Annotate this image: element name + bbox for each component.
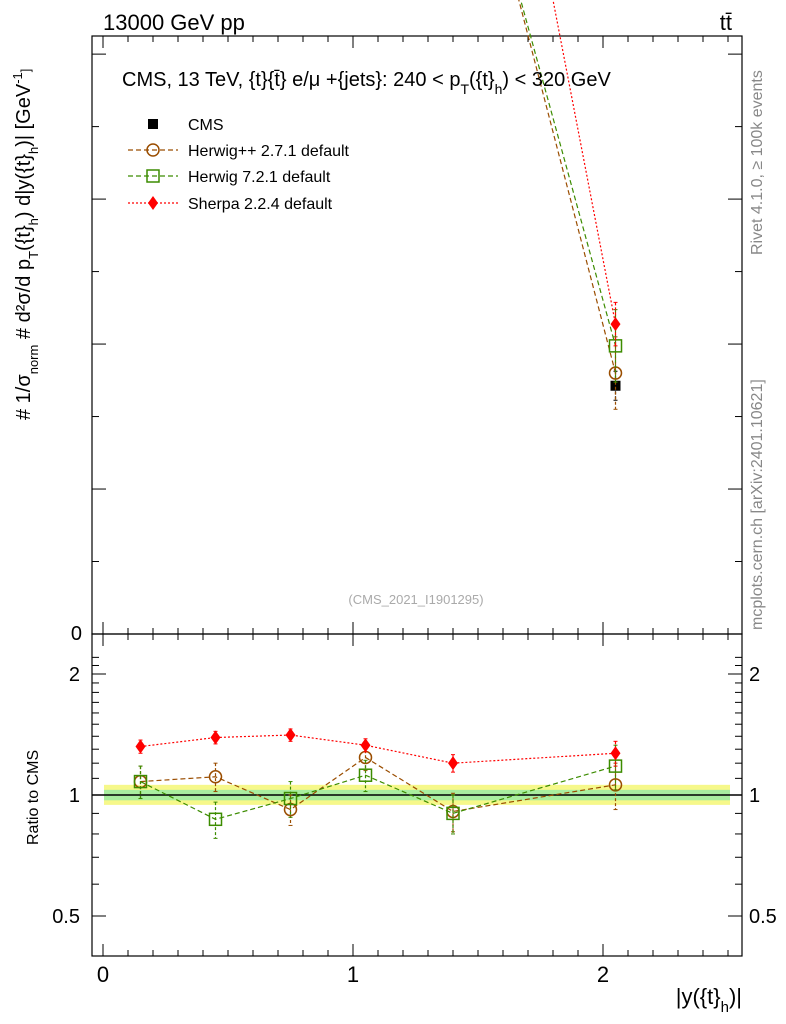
ratio-y-tick-label-right: 1 xyxy=(749,785,760,807)
data-point xyxy=(610,317,621,332)
data-point xyxy=(283,791,298,806)
data-point xyxy=(610,746,621,761)
y-axis-label-part: T xyxy=(26,251,41,259)
ratio-plot-panel: 0 1 2 0.5 0.5 1 1 2 2 Ratio to CMS |y({t}h)| xyxy=(25,633,777,1016)
data-point xyxy=(448,756,458,771)
x-tick-label: 1 xyxy=(347,962,359,987)
data-point xyxy=(133,774,148,789)
data-point xyxy=(285,728,296,743)
legend-marker xyxy=(146,169,160,183)
ratio-y-tick-label: 1 xyxy=(69,785,80,807)
legend-label: Herwig++ 2.7.1 default xyxy=(188,143,350,160)
y-axis-label-part: ) d|y({t} xyxy=(13,154,35,218)
plot-title-part: ({t} xyxy=(469,69,495,91)
y-axis-label-part: norm xyxy=(26,345,41,375)
plot-title-part: T xyxy=(460,81,469,97)
series-line-1 xyxy=(140,765,616,820)
x-axis-label: |y({t}h)| xyxy=(676,984,742,1016)
y-axis-label-part: )| [GeV xyxy=(13,83,35,147)
y-axis-label-part: h xyxy=(26,147,41,154)
data-point xyxy=(208,812,223,827)
main-plot-panel: 0.00020.00040.00060.00080.0010.00120.001… xyxy=(10,0,743,645)
legend-label: Sherpa 2.2.4 default xyxy=(188,196,333,213)
x-tick-label: 2 xyxy=(597,962,609,987)
ratio-y-tick-label: 2 xyxy=(69,664,80,686)
rivet-label: Rivet 4.1.0, ≥ 100k events xyxy=(749,70,766,255)
x-tick-label: 0 xyxy=(97,962,109,987)
x-axis-label-part: h xyxy=(721,999,729,1016)
legend-marker xyxy=(146,143,160,157)
data-point xyxy=(360,738,371,753)
series-line-0 xyxy=(140,756,616,813)
data-point xyxy=(358,768,373,782)
plot-title-part: ) < 320 GeV xyxy=(502,69,611,91)
y-axis-label-part: h xyxy=(26,218,41,225)
y-axis-label-part: # xyxy=(13,322,35,344)
legend-label: Herwig 7.2.1 default xyxy=(188,169,331,186)
energy-label: 13000 GeV pp xyxy=(103,10,245,35)
series-line-1 xyxy=(518,0,617,374)
legend-marker xyxy=(148,119,158,129)
plot-title-part: h xyxy=(495,81,503,97)
data-point xyxy=(210,730,221,745)
y-axis-label: # 1/σnorm # d²σ/d pT({t}h) d|y({t}h)| [G… xyxy=(10,69,41,420)
plot-title-part: CMS, 13 TeV, {t}{t̄} e/μ +{jets}: 240 < … xyxy=(122,69,460,91)
mcplots-label: mcplots.cern.ch [arXiv:2401.10621] xyxy=(749,379,766,630)
y-axis-label-part: d²σ/d p xyxy=(13,259,35,323)
data-point xyxy=(608,778,623,792)
legend-label: CMS xyxy=(188,117,224,134)
x-axis-label-part: )| xyxy=(729,984,742,1009)
data-point xyxy=(208,770,223,784)
data-point xyxy=(610,380,621,391)
y-axis-label-part: ] xyxy=(18,69,33,73)
x-axis-label-part: |y({t} xyxy=(676,984,721,1009)
y-axis-label-part: # xyxy=(13,403,35,420)
ratio-y-tick-label-right: 0.5 xyxy=(749,906,777,928)
ratio-y-axis-label: Ratio to CMS xyxy=(25,750,42,845)
y-tick-label-zero: 0 xyxy=(71,623,82,645)
y-axis-label-part: ({t} xyxy=(13,225,35,251)
data-point xyxy=(446,806,460,821)
series-line-3 xyxy=(552,0,617,325)
y-axis-label-part: -1 xyxy=(10,72,25,84)
plot-title: CMS, 13 TeV, {t}{t̄} e/μ +{jets}: 240 < … xyxy=(122,69,611,97)
y-axis-label-part: 1/σ xyxy=(13,374,35,404)
data-point xyxy=(135,739,146,754)
ratio-y-tick-label-right: 2 xyxy=(749,664,760,686)
ratio-y-tick-label: 0.5 xyxy=(52,906,80,928)
legend-marker xyxy=(148,196,158,210)
watermark: (CMS_2021_I1901295) xyxy=(348,592,483,607)
series-line-2 xyxy=(140,734,616,764)
process-label: tt̄ xyxy=(720,10,732,35)
